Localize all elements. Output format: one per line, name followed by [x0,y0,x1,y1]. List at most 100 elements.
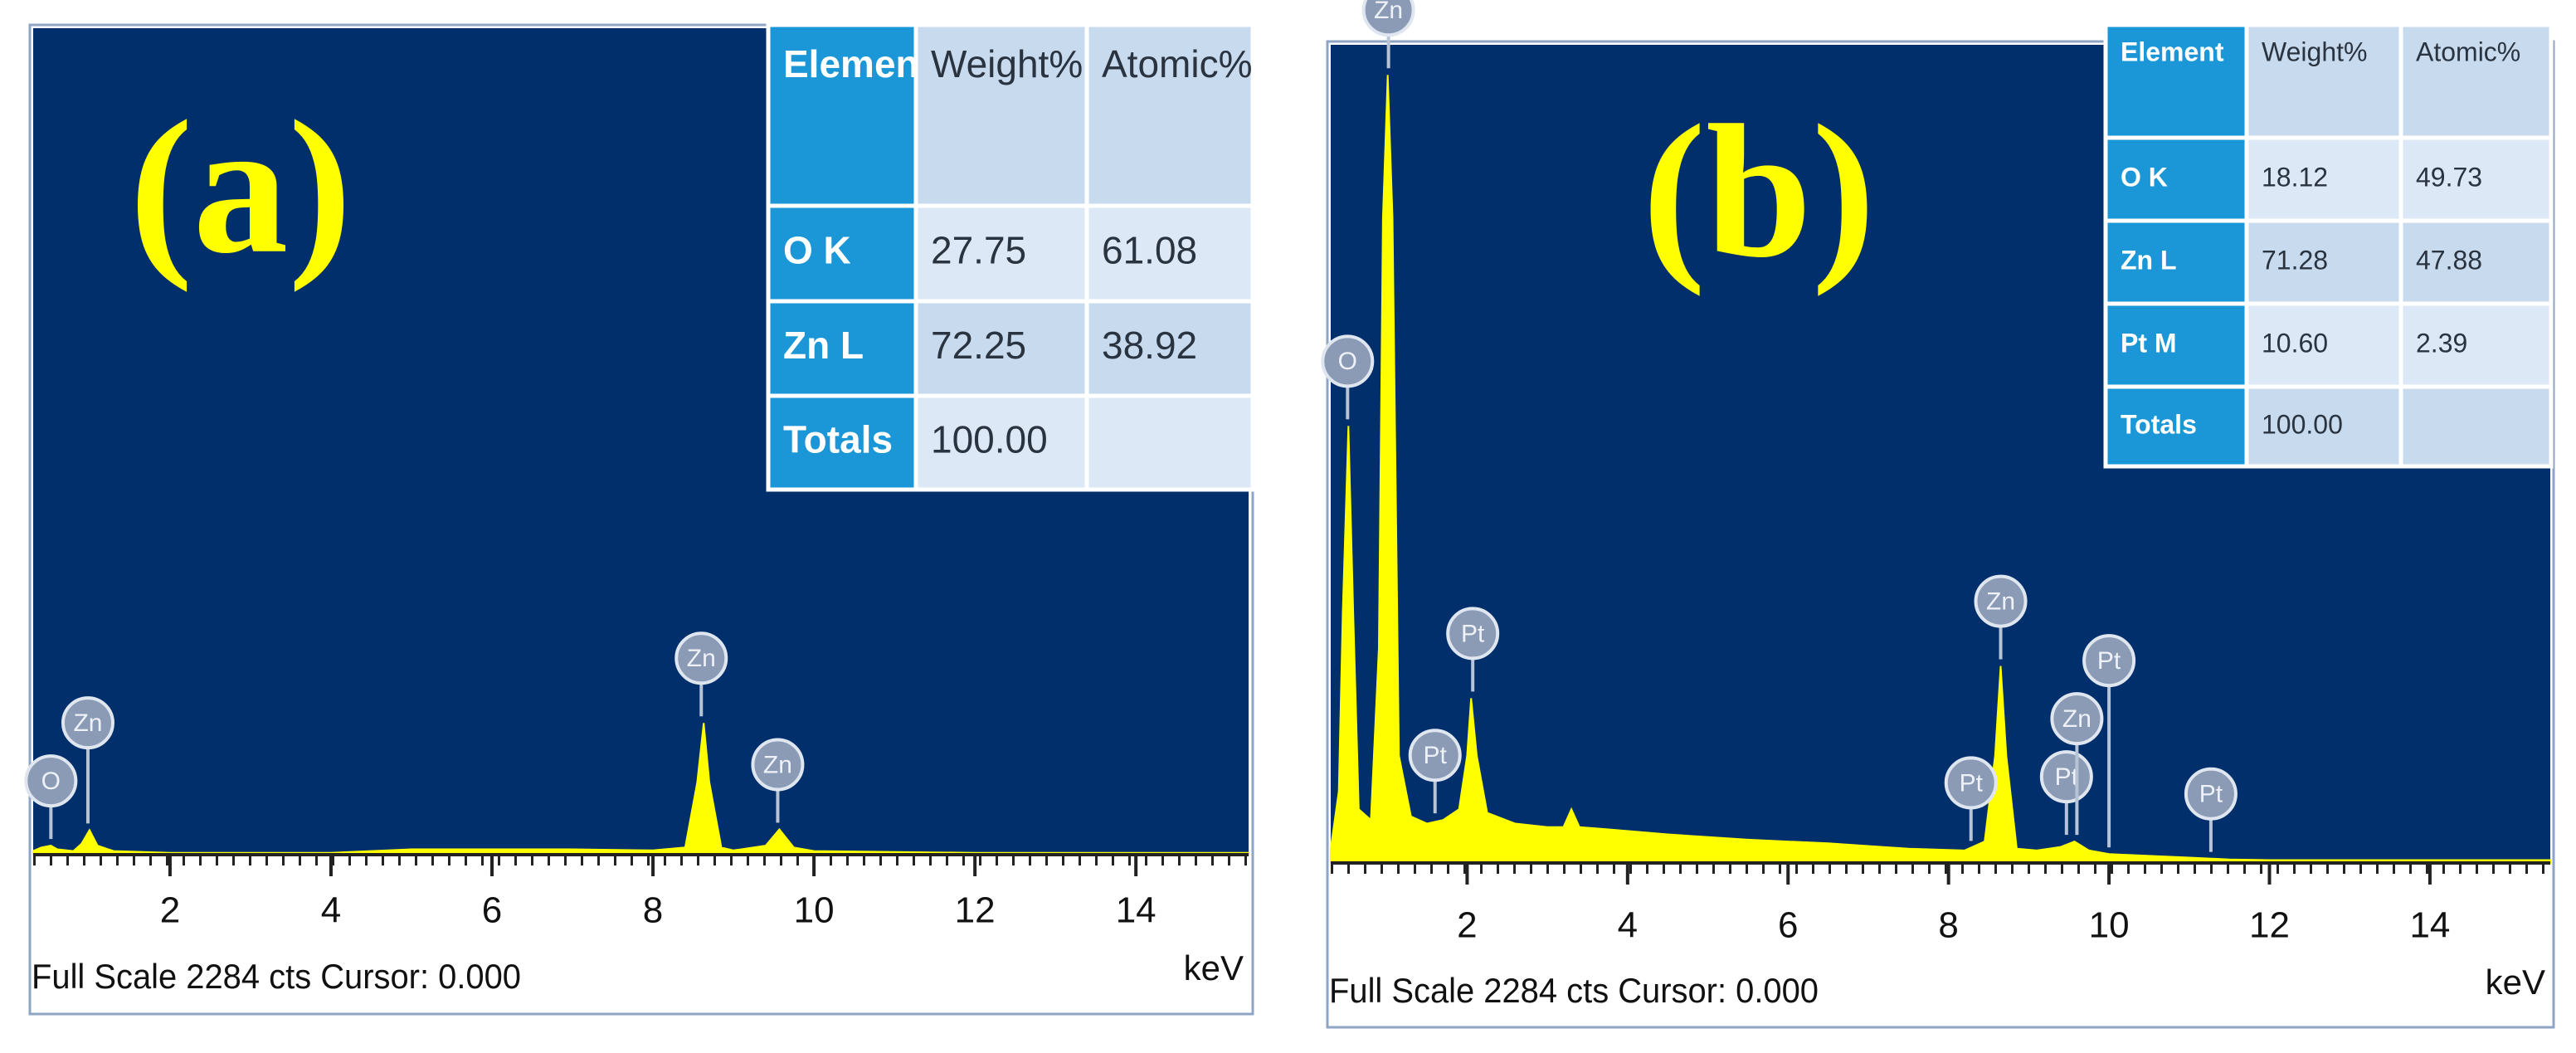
table-text: O K [2121,162,2168,192]
x-tick-label: 12 [955,890,996,931]
table-text: 100.00 [931,418,1048,461]
table-cell [2398,384,2554,469]
table-cell [1084,299,1255,398]
x-tick-label: 12 [2249,905,2290,946]
peak-marker [1974,574,2028,628]
peak-marker [751,738,805,792]
table-text: 2.39 [2416,328,2467,358]
peak-label: Zn [1986,587,2015,615]
peak-marker [61,696,114,750]
table-text: 61.08 [1102,229,1197,272]
panel: 2 4 6 8 10 12 14 keV Full Scale 2284 cts Cursor:… [24,22,1255,1016]
table-cell [1084,203,1255,304]
table-text: 71.28 [2262,245,2328,275]
table-cell [913,299,1089,398]
spectrum-area [1330,75,2551,864]
x-tick-label: 8 [643,890,663,931]
table-text: 47.88 [2416,245,2482,275]
table-cell [1084,22,1255,208]
table-header: Element [2121,37,2224,67]
table-cell [766,393,918,492]
table-text: Zn L [2121,245,2177,275]
table-text: Totals [783,418,893,461]
spectrum-area [32,723,1249,856]
peak-label: O [41,768,61,795]
peak-marker [2082,634,2136,688]
table-text: 72.25 [931,324,1026,367]
table-text: 18.12 [2262,162,2328,192]
x-tick-label: 2 [1457,905,1477,946]
x-tick-label: 10 [2089,905,2130,946]
peak-marker [1944,756,1998,810]
table-cell [2244,384,2403,469]
x-tick-label: 14 [2409,905,2450,946]
peak-marker [2184,767,2238,821]
peak-label: Pt [1461,620,1485,647]
table-text: 38.92 [1102,324,1197,367]
peak-label: Pt [2097,647,2121,675]
table-text: 49.73 [2416,162,2482,192]
table-cell [2398,301,2554,389]
footer: Full Scale 2284 cts Cursor: 0.000 [32,957,521,996]
footer: Full Scale 2284 cts Cursor: 0.000 [1329,971,1819,1010]
table-cell [2103,218,2249,306]
peak-label: Zn [687,645,716,672]
x-tick-label: 6 [1778,905,1798,946]
table-cell [766,22,918,208]
table-header: Weight% [2262,37,2367,67]
panel-label: (b) [1642,85,1875,297]
peak-marker [24,754,78,808]
peak-label: Zn [73,709,102,737]
peak-label: Zn [1374,0,1403,24]
table-cell [2103,301,2249,389]
table-cell [913,393,1089,492]
peak-label: Pt [2055,763,2079,791]
x-tick-label: 4 [321,890,341,931]
table-cell [1084,393,1255,492]
table-text: Totals [2121,409,2197,439]
table-cell [2103,384,2249,469]
x-tick-label: 4 [1618,905,1638,946]
x-tick-label: 6 [482,890,502,931]
table-cell [2244,135,2403,223]
peak-label: Pt [1960,769,1984,797]
peak-label: O [1338,348,1357,375]
peak-marker [1361,0,1415,37]
peak-marker [674,631,728,685]
table-text: O K [783,229,851,272]
table-header: Element [783,42,932,85]
table-text: 27.75 [931,229,1026,272]
x-tick-label: 10 [794,890,835,931]
peak-marker [2050,692,2104,746]
table-cell [913,22,1089,208]
peak-marker [1321,334,1375,388]
table-cell [2398,135,2554,223]
table-header: Atomic% [2416,37,2520,67]
peak-marker [2039,750,2093,804]
table-cell [766,203,918,304]
panel: 2 4 6 8 10 12 14 keV Full Scale 2284 cts Cursor:… [1321,0,2555,1029]
peak-label: Zn [2062,705,2091,733]
table-text: Zn L [783,324,864,367]
panel-label: (a) [129,81,352,293]
table-text: Pt M [2121,328,2177,358]
peak-label: Zn [763,751,792,778]
x-tick-label: 8 [1938,905,1958,946]
table-header: Atomic% [1102,42,1252,85]
table-text: 10.60 [2262,328,2328,358]
x-tick-label: 14 [1116,890,1157,931]
table-cell [2103,135,2249,223]
table-cell [766,299,918,398]
table-text: 100.00 [2262,409,2343,439]
x-axis-label: keV [1184,948,1244,987]
table-cell [2398,22,2554,140]
x-tick-label: 2 [160,890,180,931]
peak-marker [1408,729,1462,782]
table-cell [2244,22,2403,140]
peak-marker [1446,607,1500,661]
x-axis-label: keV [2486,963,2545,1002]
peak-label: Pt [2199,781,2223,808]
table-header: Weight% [931,42,1083,85]
peak-label: Pt [1424,742,1448,769]
